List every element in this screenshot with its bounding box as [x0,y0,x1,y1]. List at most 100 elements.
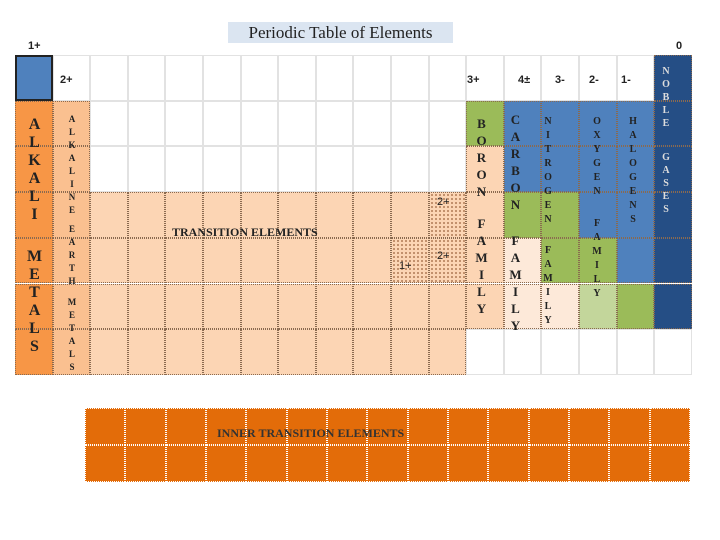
element-cell [90,237,128,284]
inner-transition-cell [609,408,650,445]
element-cell [654,329,692,375]
element-cell [52,192,91,238]
element-cell [15,283,53,330]
element-cell [466,329,504,375]
element-cell [278,237,316,284]
element-cell [278,192,316,238]
element-cell [90,100,128,147]
element-cell [541,283,579,330]
group-label: 0 [676,40,683,52]
element-cell [278,100,316,147]
element-cell [616,329,655,375]
inner-transition-cell [448,445,489,482]
inner-transition-cell [165,445,206,482]
element-cell [654,192,692,238]
element-cell [15,237,53,284]
inner-transition-cell [85,445,126,482]
element-cell [616,146,655,193]
element-cell [428,192,467,238]
inner-transition-cell [165,408,206,445]
element-cell [127,146,166,193]
element-cell [90,329,128,375]
group-label: 1+ [28,40,41,52]
group-label: 3+ [467,74,480,86]
element-cell [579,192,617,238]
element-cell [466,55,504,101]
inner-transition-cell [286,445,327,482]
element-cell [315,146,354,193]
element-cell [127,192,166,238]
element-cell [391,237,429,284]
charge-label: 2+ [437,250,450,262]
element-cell [127,100,166,147]
element-cell [52,100,91,147]
element-cell [391,192,429,238]
element-cell [579,329,617,375]
element-cell [90,283,128,330]
family-label: FAMILY [508,233,523,335]
inner-transition-cell [286,408,327,445]
group-label: 4± [518,74,531,86]
element-cell [240,283,279,330]
element-cell [391,283,429,330]
element-cell [240,329,279,375]
element-cell [203,329,241,375]
element-cell [203,100,241,147]
element-cell [165,237,203,284]
element-cell [616,237,655,284]
element-cell [165,283,203,330]
element-cell [616,283,655,330]
inner-transition-cell [407,445,448,482]
family-label: EARTH [67,224,77,289]
inner-transition-cell [528,408,569,445]
family-label: OXYGEN [591,116,603,200]
element-cell [503,100,542,147]
inner-transition-cell [569,408,610,445]
inner-transition-cell [125,445,166,482]
element-cell [353,100,391,147]
element-cell [579,100,617,147]
element-cell [428,146,467,193]
element-cell [315,100,354,147]
element-cell [315,192,354,238]
element-cell [391,146,429,193]
element-cell [428,329,467,375]
element-cell [90,55,128,101]
element-cell [127,237,166,284]
element-cell [503,329,542,375]
inner-transition-cell [407,408,448,445]
element-cell [203,237,241,284]
element-cell [240,146,279,193]
element-cell [127,329,166,375]
element-cell [15,329,53,375]
family-label: FAMILY [591,218,603,302]
inner-transition-cell [367,445,408,482]
family-label: BORON [474,116,489,201]
element-cell [15,55,53,101]
group-label: 1- [621,74,631,86]
element-cell [90,192,128,238]
element-cell [240,55,279,101]
element-cell [503,237,542,284]
element-cell [315,329,354,375]
element-cell [353,192,391,238]
inner-transition-cell [488,408,529,445]
element-cell [541,192,579,238]
inner-transition-cell [327,408,368,445]
element-cell [391,100,429,147]
inner-transition-cell [488,445,529,482]
charge-label: 1+ [399,260,412,272]
element-cell [203,192,241,238]
element-cell [90,146,128,193]
inner-transition-cell [206,408,247,445]
element-cell [353,283,391,330]
family-label: FAMILY [542,245,554,329]
element-cell [165,146,203,193]
element-cell [353,55,391,101]
element-cell [315,55,354,101]
inner-transition-cell [528,445,569,482]
element-cell [52,283,91,330]
element-cell [466,146,504,193]
element-cell [353,237,391,284]
